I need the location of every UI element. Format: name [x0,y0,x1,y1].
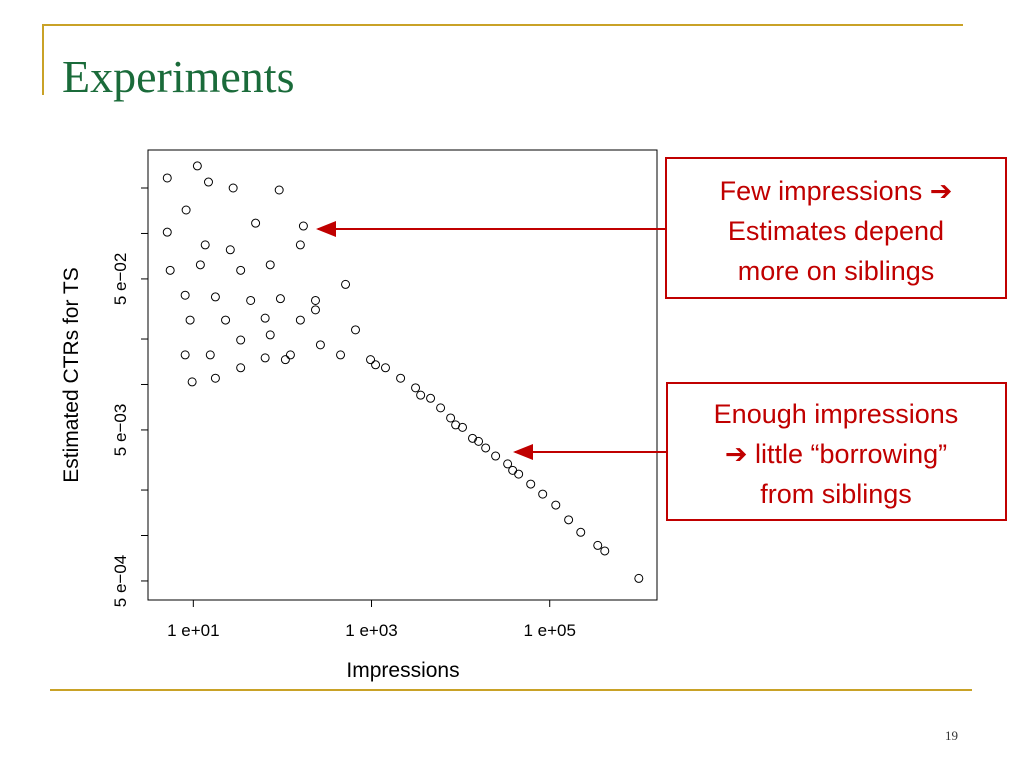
annotation-line: more on siblings [738,256,935,286]
point [491,451,501,461]
point [260,313,270,323]
point [280,355,290,365]
point [295,240,305,250]
point [162,173,172,183]
point [474,436,484,446]
y-tick-label: 5 e−02 [111,253,130,305]
point [181,205,191,215]
point [162,227,172,237]
point [538,489,548,499]
point [350,325,360,335]
point [371,360,381,370]
point [236,363,246,373]
y-tick-label: 5 e−04 [111,555,130,607]
point [426,393,436,403]
point [468,433,478,443]
x-axis-label: Impressions [346,659,459,682]
point [526,479,536,489]
point [503,459,513,469]
point [236,265,246,275]
point [396,373,406,383]
y-tick-label: 5 e−03 [111,404,130,456]
point [508,465,518,475]
point [221,315,231,325]
point [315,340,325,350]
page-number: 19 [945,728,958,743]
point [366,355,376,365]
point [192,161,202,171]
annotation-box [665,157,1007,299]
annotation-box [666,382,1007,521]
point [203,177,213,187]
point [260,353,270,363]
x-tick-label: 1 e+03 [345,621,397,640]
point [336,350,346,360]
point [514,469,524,479]
point [251,218,261,228]
point [446,413,456,423]
point [451,420,461,430]
point [298,221,308,231]
point [481,443,491,453]
annotation-line: Few impressions ➔ [720,176,953,206]
point [341,279,351,289]
point [265,330,275,340]
point [551,500,561,510]
point [195,260,205,270]
annotation-line: Enough impressions [714,399,959,429]
point [210,373,220,383]
point [275,294,285,304]
point [285,350,295,360]
annotation-line: from siblings [760,479,912,509]
point [380,363,390,373]
point [310,295,320,305]
annotation-line: Estimates depend [728,216,944,246]
plot-frame [147,149,658,601]
point [634,573,644,583]
point [564,515,574,525]
point [180,290,190,300]
point [187,377,197,387]
point [180,350,190,360]
point [246,295,256,305]
point [416,390,426,400]
y-axis-label: Estimated CTRs for TS [60,267,83,483]
slide-title: Experiments [62,51,295,102]
point [411,383,421,393]
x-tick-label: 1 e+01 [167,621,219,640]
point [436,403,446,413]
point [576,527,586,537]
point [225,245,235,255]
point [236,335,246,345]
point [274,185,284,195]
point [228,183,238,193]
point [185,315,195,325]
point [265,260,275,270]
x-tick-label: 1 e+05 [523,621,575,640]
annotation-line: ➔ little “borrowing” [725,439,947,469]
point [295,315,305,325]
point [593,540,603,550]
point [310,305,320,315]
point [600,546,610,556]
point [165,265,175,275]
point [205,350,215,360]
point [210,292,220,302]
point [200,240,210,250]
